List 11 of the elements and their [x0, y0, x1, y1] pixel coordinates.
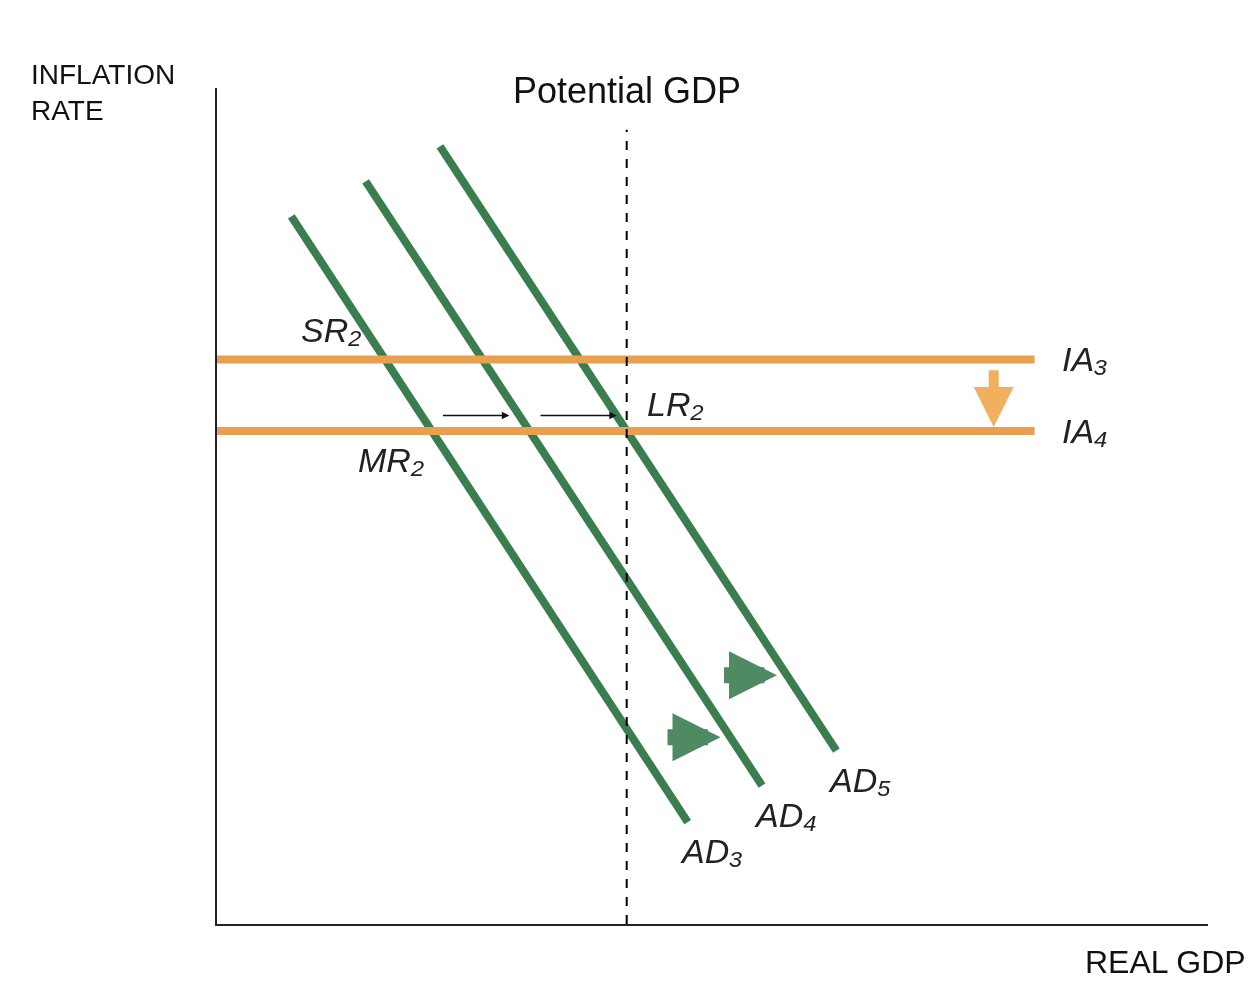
series-label: AD₅	[828, 761, 892, 799]
annotation: LR₂	[647, 385, 704, 423]
annotation: SR₂	[301, 311, 362, 349]
series-label: IA₄	[1062, 412, 1108, 450]
series-label: IA₃	[1062, 340, 1108, 378]
series-label: AD₃	[680, 832, 743, 870]
annotation: MR₂	[358, 441, 424, 479]
y-axis-title: INFLATION RATE	[31, 59, 176, 127]
series-label: AD₄	[754, 796, 817, 834]
x-axis-title: REAL GDP	[1085, 944, 1246, 980]
text: Potential GDP	[513, 70, 742, 111]
